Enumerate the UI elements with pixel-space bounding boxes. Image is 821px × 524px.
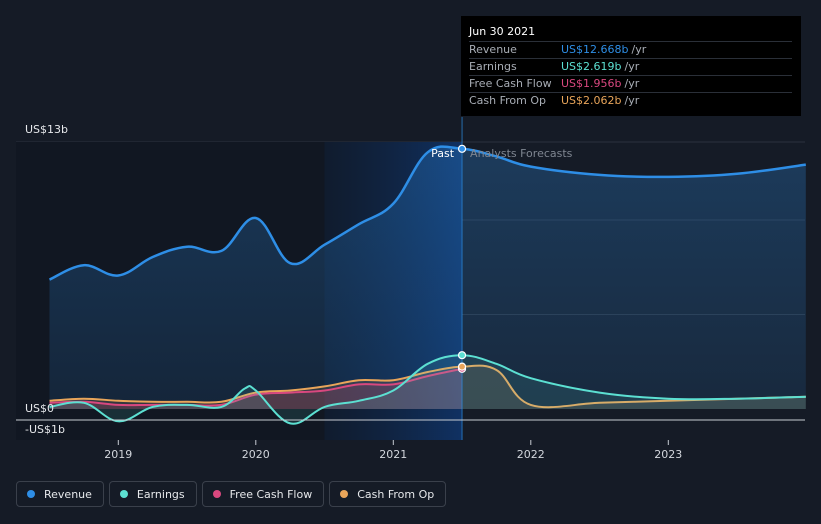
x-axis-ticks: 2019 2020 2021 2022 2023: [104, 440, 682, 461]
legend-dot-icon: [340, 490, 349, 498]
tooltip-row-revenue: Revenue US$12.668b/yr: [469, 41, 792, 58]
tooltip-metric-unit: /yr: [631, 43, 647, 56]
legend-label: Earnings: [136, 487, 185, 501]
free-cash-flow-area: [49, 368, 463, 409]
revenue-marker[interactable]: [457, 144, 467, 153]
free-cash-flow-line: [49, 367, 463, 407]
data-tooltip: Jun 30 2021 Revenue US$12.668b/yr Earnings…: [461, 16, 801, 116]
tooltip-rows: Revenue US$12.668b/yr Earnings US$2.619b/yr…: [469, 41, 792, 109]
tooltip-metric-unit: /yr: [624, 77, 640, 90]
cash-from-op-line: [49, 364, 806, 409]
legend-item-earnings[interactable]: Earnings: [108, 481, 197, 507]
x-tick-label: 2021: [379, 448, 407, 461]
x-tick-label: 2022: [517, 448, 545, 461]
legend-dot-icon: [27, 490, 35, 498]
tooltip-row-earnings: Earnings US$2.619b/yr: [469, 58, 792, 75]
x-tick-label: 2020: [242, 448, 270, 461]
x-tick-label: 2023: [654, 448, 682, 461]
tooltip-metric-name: Free Cash Flow: [469, 77, 552, 90]
x-tick-label: 2019: [104, 448, 132, 461]
tooltip-metric-unit: /yr: [624, 60, 640, 73]
cash-from-op-marker[interactable]: [457, 362, 467, 371]
legend-item-cash-from-op[interactable]: Cash From Op: [329, 481, 447, 507]
chart-legend: Revenue Earnings Free Cash Flow Cash From O…: [16, 481, 447, 507]
earnings-marker[interactable]: [457, 351, 467, 360]
legend-label: Revenue: [44, 487, 92, 501]
legend-dot-icon: [212, 490, 221, 498]
past-region-label: Past: [431, 147, 455, 160]
label-layer: US$13b US$0 -US$1b Past Analysts Forecas…: [25, 123, 573, 436]
tooltip-metric-value: US$1.956b: [561, 77, 622, 90]
y-axis-label-top: US$13b: [25, 123, 68, 136]
tooltip-metric-value: US$12.668b: [561, 43, 629, 56]
legend-item-revenue[interactable]: Revenue: [16, 481, 104, 507]
tooltip-metric-name: Revenue: [469, 43, 517, 56]
revenue-area: [49, 146, 806, 409]
tooltip-metric-value: US$2.062b: [561, 94, 622, 107]
revenue-line: [48, 145, 806, 281]
legend-item-free-cash-flow[interactable]: Free Cash Flow: [201, 481, 325, 507]
tooltip-row-cash-from-op: Cash From Op US$2.062b/yr: [469, 92, 792, 109]
marker-layer: [457, 144, 467, 373]
legend-dot-icon: [119, 490, 128, 498]
legend-label: Free Cash Flow: [229, 487, 313, 501]
tooltip-metric-unit: /yr: [624, 94, 640, 107]
forecast-region-label: Analysts Forecasts: [470, 147, 573, 160]
y-axis-label-zero: US$0: [25, 402, 54, 415]
tooltip-row-free-cash-flow: Free Cash Flow US$1.956b/yr: [469, 75, 792, 92]
y-axis-label-negative: -US$1b: [25, 423, 65, 436]
tooltip-metric-name: Earnings: [469, 60, 517, 73]
tooltip-date: Jun 30 2021: [469, 25, 536, 38]
earnings-line: [49, 354, 806, 425]
series-layer: [48, 145, 806, 425]
legend-label: Cash From Op: [357, 487, 435, 501]
tooltip-metric-value: US$2.619b: [561, 60, 622, 73]
earnings-area: [49, 355, 806, 424]
tooltip-metric-name: Cash From Op: [469, 94, 547, 107]
